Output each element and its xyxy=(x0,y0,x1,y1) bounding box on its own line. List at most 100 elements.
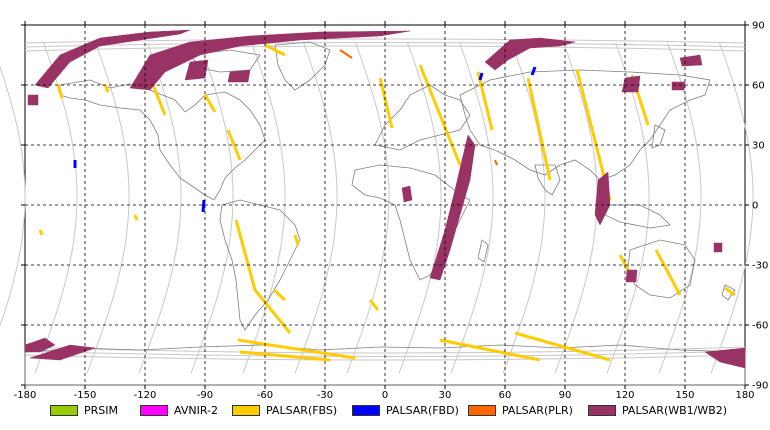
fbs-strip xyxy=(133,214,139,221)
legend-label: PALSAR(WB1/WB2) xyxy=(622,403,728,417)
orbit-track xyxy=(710,42,754,374)
coast-se-asia-islands xyxy=(599,204,671,229)
plr-strip xyxy=(494,159,498,166)
fbs-strip xyxy=(439,338,541,362)
coast-south-america xyxy=(219,199,301,331)
x-tick-label: 180 xyxy=(735,390,754,400)
y-tick-label: 30 xyxy=(752,141,765,152)
x-tick-label: 60 xyxy=(499,390,512,400)
legend-item: PRSIM xyxy=(50,402,118,418)
x-tick-label: 90 xyxy=(559,390,572,400)
x-tick-label: 120 xyxy=(615,390,634,400)
legend-label: PALSAR(FBS) xyxy=(266,403,338,417)
coast-madagascar xyxy=(477,239,489,263)
x-tick-label: 150 xyxy=(675,390,694,400)
x-tick-label: -30 xyxy=(317,390,333,400)
wb-swath xyxy=(484,37,576,71)
x-tick-label: -60 xyxy=(257,390,273,400)
orbit-track xyxy=(242,42,286,374)
latitude-axis: 90 60 30 0 -30 -60 -90 xyxy=(21,21,768,392)
orbit-track xyxy=(24,45,746,52)
wb-swath xyxy=(713,242,723,253)
orbit-track xyxy=(86,42,130,374)
wb-swath xyxy=(184,59,209,81)
fbs-strip xyxy=(226,129,242,161)
y-tick-label: 60 xyxy=(752,81,765,92)
orbit-track xyxy=(24,354,746,361)
wb-swath xyxy=(671,81,686,91)
wb-swath xyxy=(129,30,411,91)
coast-new-zealand xyxy=(721,284,736,301)
legend-label: PALSAR(PLR) xyxy=(502,403,573,417)
legend-item: PALSAR(FBS) xyxy=(232,402,337,418)
fbs-strip xyxy=(476,71,494,131)
legend-item: PALSAR(PLR) xyxy=(468,402,573,418)
orbit-track xyxy=(502,42,546,374)
y-tick-label: -90 xyxy=(752,381,768,392)
orbit-track xyxy=(24,42,746,48)
legend-swatch xyxy=(232,404,260,416)
legend-label: PALSAR(FBD) xyxy=(386,403,459,417)
x-tick-label: -180 xyxy=(14,390,37,400)
fbs-strip xyxy=(618,254,630,271)
plr-strip xyxy=(339,49,353,59)
legend-swatch xyxy=(468,404,496,416)
orbit-track xyxy=(138,42,182,374)
x-tick-label: -90 xyxy=(197,390,213,400)
orbit-track xyxy=(450,42,494,374)
palsar-plr-strips xyxy=(339,49,498,166)
y-tick-label: 90 xyxy=(752,21,765,32)
orbit-track xyxy=(294,42,338,374)
wb-swath xyxy=(621,75,641,93)
fbs-strip xyxy=(234,219,292,334)
x-tick-label: -150 xyxy=(74,390,97,400)
x-tick-label: 30 xyxy=(439,390,452,400)
legend-swatch xyxy=(588,404,616,416)
orbit-track xyxy=(346,42,390,374)
longitude-axis: -180 -150 -120 -90 -60 -30 0 30 60 90 120 150 180 xyxy=(14,21,755,400)
fbs-strip xyxy=(514,331,611,362)
coast-north-america xyxy=(59,79,266,201)
y-tick-label: -60 xyxy=(752,321,768,332)
wb-swath xyxy=(24,337,56,353)
orbit-track xyxy=(190,42,234,374)
legend-swatch xyxy=(352,404,380,416)
x-tick-label: -120 xyxy=(134,390,157,400)
palsar-fbd-strips xyxy=(73,66,537,213)
lat-lon-grid xyxy=(25,25,745,385)
fbs-strip xyxy=(368,299,380,311)
orbit-track xyxy=(606,42,650,374)
y-tick-label: 0 xyxy=(752,201,758,212)
x-tick-label: 0 xyxy=(382,390,388,400)
coast-asia xyxy=(459,69,711,181)
legend-item: PALSAR(FBD) xyxy=(352,402,459,418)
orbit-track xyxy=(398,42,442,374)
coast-india xyxy=(534,164,561,196)
wb-swath xyxy=(704,347,746,369)
fbs-strip xyxy=(56,84,64,99)
wb-swath xyxy=(227,69,251,83)
wb-swath xyxy=(594,171,611,226)
fbs-strip xyxy=(293,234,300,246)
fbs-strip xyxy=(272,288,287,302)
fbs-strip xyxy=(378,77,394,129)
legend: PRSIM AVNIR-2 PALSAR(FBS) PALSAR(FBD) PALSAR… xyxy=(0,400,770,422)
fbs-strip xyxy=(264,43,286,57)
fbs-strip xyxy=(526,77,552,181)
fbs-strip xyxy=(237,338,356,360)
legend-item: PALSAR(WB1/WB2) xyxy=(588,402,727,418)
fbs-strip xyxy=(654,249,682,296)
fbs-strip xyxy=(151,84,167,116)
fbs-strip xyxy=(239,350,331,362)
orbit-track xyxy=(658,42,702,374)
observation-map: -180 -150 -120 -90 -60 -30 0 30 60 90 120 150 180 90… xyxy=(0,21,768,400)
wb-swath xyxy=(27,94,39,106)
coast-europe xyxy=(374,84,471,151)
fbs-strip xyxy=(203,94,217,113)
coast-greenland xyxy=(274,41,331,91)
legend-swatch xyxy=(50,404,78,416)
fbd-strip xyxy=(478,72,484,81)
wb-swath xyxy=(401,185,413,203)
fbd-strip xyxy=(201,199,206,213)
coast-japan xyxy=(651,124,666,149)
